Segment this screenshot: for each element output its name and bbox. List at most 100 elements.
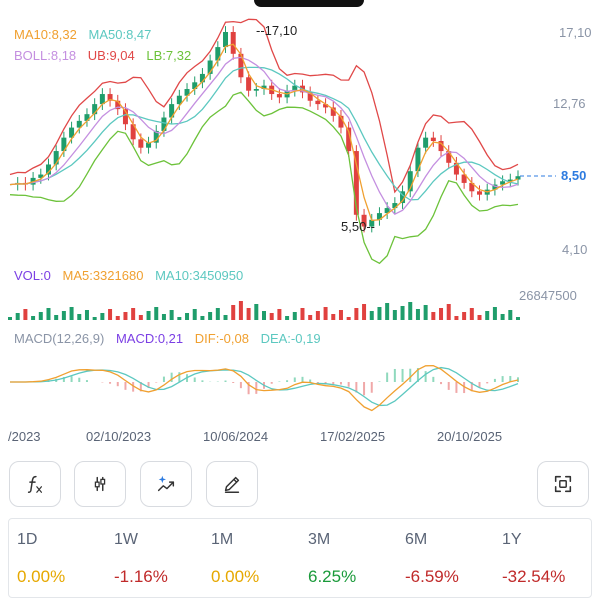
- volume-bar: [323, 307, 328, 320]
- volume-bar: [84, 310, 89, 320]
- candle-body: [61, 137, 67, 152]
- perf-column-1y[interactable]: 1Y -32.54%: [494, 519, 591, 599]
- date-label-0: /2023: [8, 429, 41, 444]
- draw-button[interactable]: [206, 461, 258, 507]
- ma10-legend: MA10:8,32: [14, 27, 77, 42]
- perf-value: -6.59%: [405, 567, 459, 586]
- vol-ma10-legend: MA10:3450950: [155, 268, 244, 283]
- candle-body: [253, 89, 259, 91]
- candle-body: [392, 203, 398, 209]
- candle-body: [338, 115, 344, 128]
- perf-period: 3M: [308, 531, 331, 548]
- candle-body: [122, 109, 128, 125]
- volume-bar: [223, 315, 228, 320]
- volume-bar: [161, 314, 166, 320]
- candle-body: [376, 213, 382, 220]
- candle-body: [92, 104, 98, 115]
- candle-body: [407, 171, 413, 192]
- date-label-1: 02/10/2023: [86, 429, 152, 444]
- perf-column-1d[interactable]: 1D 0.00%: [9, 519, 106, 599]
- perf-value: -32.54%: [502, 567, 566, 586]
- candle-body: [330, 107, 336, 116]
- macd-legend-row: MACD(12,26,9) MACD:0,21 DIF:-0,08 DEA:-0…: [14, 331, 329, 346]
- lb-legend: LB:7,32: [146, 48, 192, 63]
- current-price-label: 8,50: [561, 168, 587, 183]
- candle-body: [323, 104, 329, 108]
- volume-bar: [308, 315, 313, 320]
- candle-body: [292, 85, 298, 91]
- candle-body: [369, 219, 375, 227]
- candle-body: [184, 89, 190, 96]
- lower-band-line: [9, 91, 519, 265]
- perf-period: 1Y: [502, 531, 522, 548]
- volume-bar: [46, 308, 51, 320]
- volume-bar: [115, 316, 120, 320]
- ma-legend-row-1: MA10:8,32 MA50:8,47: [14, 27, 159, 42]
- candle-body: [307, 92, 313, 101]
- candle-body: [461, 174, 467, 183]
- candle-body: [192, 82, 198, 90]
- candle-body: [45, 164, 51, 175]
- candle-body: [84, 114, 90, 121]
- volume-bar: [477, 315, 482, 320]
- volume-bar: [246, 308, 251, 320]
- candle-body: [515, 176, 521, 180]
- volume-bar: [431, 312, 436, 320]
- perf-value: 0.00%: [211, 567, 260, 586]
- volume-bar: [338, 310, 343, 320]
- ub-legend: UB:9,04: [87, 48, 135, 63]
- perf-column-6m[interactable]: 6M -6.59%: [397, 519, 494, 599]
- candle-body: [500, 181, 506, 185]
- volume-bar: [123, 312, 128, 320]
- volume-bar: [400, 306, 405, 320]
- date-label-4: 20/10/2025: [437, 429, 503, 444]
- volume-bar: [215, 308, 220, 320]
- candle-body: [438, 141, 444, 152]
- perf-value: -1.16%: [114, 567, 168, 586]
- max-price-annotation: --17,10: [256, 23, 298, 38]
- ai-analysis-button[interactable]: [140, 461, 192, 507]
- volume-bar: [269, 313, 274, 320]
- volume-bar: [69, 307, 74, 320]
- indicator-button[interactable]: [9, 461, 61, 507]
- sparkle-chart-icon: [157, 475, 175, 492]
- candle-body: [353, 151, 359, 215]
- candle-body: [423, 137, 429, 148]
- vol-ma5-legend: MA5:3321680: [62, 268, 144, 283]
- dif-value: DIF:-0,08: [194, 331, 249, 346]
- price-axis-low: 4,10: [562, 242, 588, 257]
- macd-value: MACD:0,21: [115, 331, 184, 346]
- volume-bar: [31, 316, 36, 320]
- volume-bar: [92, 317, 97, 320]
- perf-column-3m[interactable]: 3M 6.25%: [300, 519, 397, 599]
- fullscreen-button[interactable]: [537, 461, 589, 507]
- volume-bar: [200, 316, 205, 320]
- compare-button[interactable]: [74, 461, 126, 507]
- adjust-icon: [94, 476, 106, 492]
- perf-column-1m[interactable]: 1M 0.00%: [203, 519, 300, 599]
- dif-line: [10, 364, 519, 412]
- volume-bar: [331, 314, 336, 320]
- candle-body: [115, 100, 121, 110]
- volume-bar: [362, 304, 367, 320]
- volume-bar: [15, 313, 20, 320]
- date-label-2: 10/06/2024: [203, 429, 269, 444]
- candle-body: [38, 174, 44, 178]
- candle-body: [146, 142, 152, 148]
- volume-bar: [415, 309, 420, 320]
- volume-bar: [208, 312, 213, 320]
- candle-body: [153, 130, 159, 143]
- stock-chart[interactable]: [0, 0, 600, 450]
- volume-bar: [300, 308, 305, 320]
- perf-period: 1D: [17, 531, 38, 548]
- volume-bar: [277, 309, 282, 320]
- perf-value: 6.25%: [308, 567, 357, 586]
- perf-column-1w[interactable]: 1W -1.16%: [106, 519, 203, 599]
- candle-body: [415, 147, 421, 172]
- candle-body: [430, 137, 436, 141]
- candle-body: [453, 162, 459, 175]
- volume-bar: [485, 311, 490, 320]
- volume-bar: [77, 314, 82, 320]
- volume-bar: [392, 310, 397, 320]
- volume-bar: [354, 308, 359, 320]
